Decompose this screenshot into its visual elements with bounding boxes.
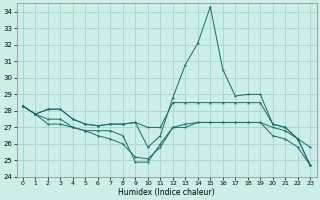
X-axis label: Humidex (Indice chaleur): Humidex (Indice chaleur) xyxy=(118,188,215,197)
